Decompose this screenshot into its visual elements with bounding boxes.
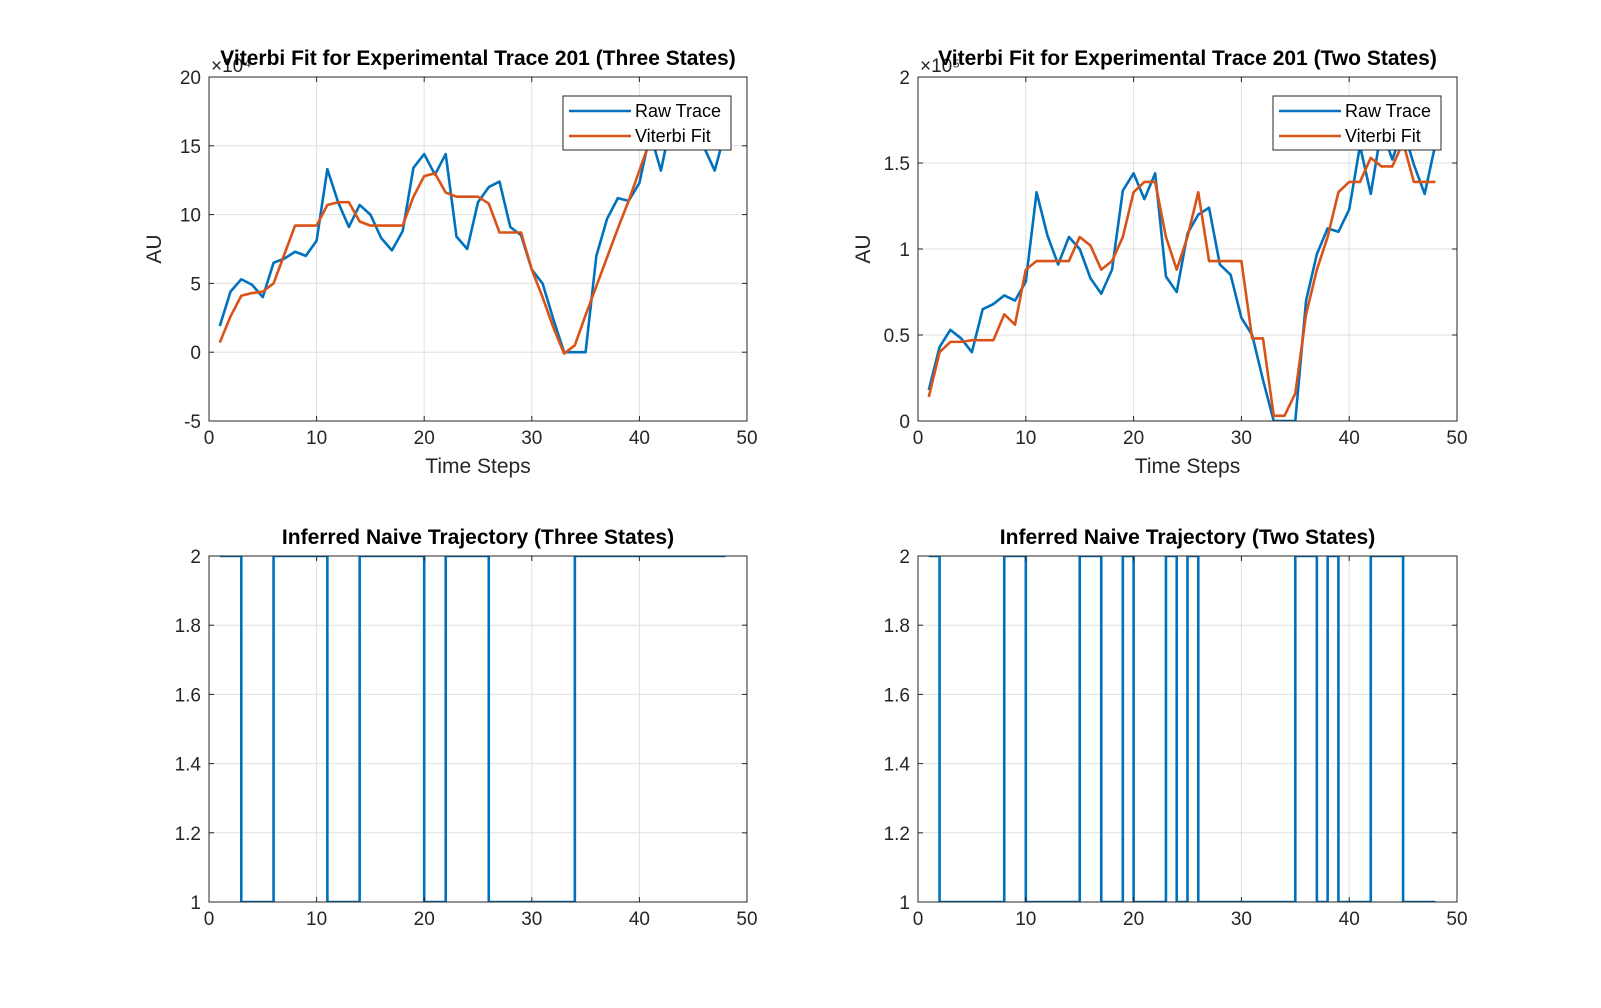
y-tick-label: 0.5 xyxy=(884,326,910,347)
plot-area xyxy=(208,555,748,903)
x-tick-label: 40 xyxy=(629,428,650,449)
axes-frame xyxy=(208,555,748,903)
x-tick-label: 0 xyxy=(913,428,924,449)
x-tick-label: 20 xyxy=(414,909,435,930)
raw-trace-line xyxy=(218,116,727,354)
y-axis-label: AU xyxy=(852,234,875,263)
x-tick-label: 40 xyxy=(1339,428,1360,449)
x-tick-label: 0 xyxy=(204,909,215,930)
y-tick-label: 1 xyxy=(190,893,201,914)
y-tick-label: 1.6 xyxy=(175,685,201,706)
y-exponent-label: ×10⁵ xyxy=(920,56,960,77)
panel-bottom-right: 0 10 20 30 40 50 1 1.2 1.4 1.6 1.8 2 Inferred Naive … xyxy=(884,526,1468,930)
y-tick-label: 1.4 xyxy=(175,755,202,776)
y-tick-label: 2 xyxy=(190,547,201,568)
x-tick-label: 20 xyxy=(1123,428,1144,449)
y-tick-label: 1.6 xyxy=(884,685,910,706)
x-axis-label: Time Steps xyxy=(1135,455,1240,478)
legend-label: Raw Trace xyxy=(1345,101,1431,121)
y-tick-label: 20 xyxy=(180,68,201,89)
y-tick-label: 1 xyxy=(899,893,910,914)
legend-box xyxy=(1272,95,1442,151)
viterbi-fit-line xyxy=(927,141,1436,418)
x-tick-label: 50 xyxy=(736,428,757,449)
y-exponent-label: ×10⁴ xyxy=(211,56,251,77)
panel-title: Inferred Naive Trajectory (Two States) xyxy=(1000,526,1375,549)
legend-box xyxy=(562,95,732,151)
y-tick-label: 2 xyxy=(899,547,910,568)
axes-frame xyxy=(208,76,748,422)
y-tick-label: 0 xyxy=(899,412,910,433)
panel-bottom-left: 0 10 20 30 40 50 1 1.2 1.4 1.6 1.8 2 Inferred Naive … xyxy=(175,526,758,930)
x-axis-label: Time Steps xyxy=(425,455,530,478)
x-tick-label: 30 xyxy=(1231,428,1252,449)
x-tick-label: 50 xyxy=(736,909,757,930)
panel-title: Viterbi Fit for Experimental Trace 201 (… xyxy=(220,47,735,70)
y-tick-label: -5 xyxy=(184,412,201,433)
x-tick-label: 10 xyxy=(1015,428,1036,449)
y-tick-label: 1.4 xyxy=(884,755,911,776)
x-tick-label: 40 xyxy=(1339,909,1360,930)
y-axis-label: AU xyxy=(143,234,166,263)
legend-label: Viterbi Fit xyxy=(1345,126,1421,146)
y-tick-label: 0 xyxy=(190,343,201,364)
y-tick-label: 1.8 xyxy=(175,616,201,637)
x-tick-label: 30 xyxy=(521,428,542,449)
y-tick-label: 1 xyxy=(899,240,910,261)
y-tick-label: 1.2 xyxy=(884,824,910,845)
x-tick-label: 0 xyxy=(204,428,215,449)
y-tick-label: 1.5 xyxy=(884,154,910,175)
x-tick-label: 50 xyxy=(1446,428,1467,449)
x-tick-label: 10 xyxy=(306,909,327,930)
legend: Raw Trace Viterbi Fit xyxy=(562,95,732,151)
panel-title: Viterbi Fit for Experimental Trace 201 (… xyxy=(938,47,1437,70)
y-tick-label: 10 xyxy=(180,206,201,227)
y-tick-label: 5 xyxy=(190,274,201,295)
viterbi-fit-line xyxy=(218,118,726,355)
raw-trace-line xyxy=(927,127,1437,421)
y-tick-label: 1.2 xyxy=(175,824,201,845)
x-tick-label: 50 xyxy=(1446,909,1467,930)
y-tick-label: 15 xyxy=(180,137,201,158)
x-tick-label: 20 xyxy=(414,428,435,449)
legend: Raw Trace Viterbi Fit xyxy=(1272,95,1442,151)
x-tick-label: 0 xyxy=(913,909,924,930)
y-tick-label: 2 xyxy=(899,68,910,89)
legend-label: Viterbi Fit xyxy=(635,126,711,146)
x-tick-label: 10 xyxy=(1015,909,1036,930)
legend-label: Raw Trace xyxy=(635,101,721,121)
x-tick-label: 30 xyxy=(1231,909,1252,930)
x-tick-label: 20 xyxy=(1123,909,1144,930)
panel-title: Inferred Naive Trajectory (Three States) xyxy=(282,526,674,549)
x-tick-label: 40 xyxy=(629,909,650,930)
x-tick-label: 30 xyxy=(521,909,542,930)
x-tick-label: 10 xyxy=(306,428,327,449)
y-tick-label: 1.8 xyxy=(884,616,910,637)
axes-frame xyxy=(917,555,1458,903)
